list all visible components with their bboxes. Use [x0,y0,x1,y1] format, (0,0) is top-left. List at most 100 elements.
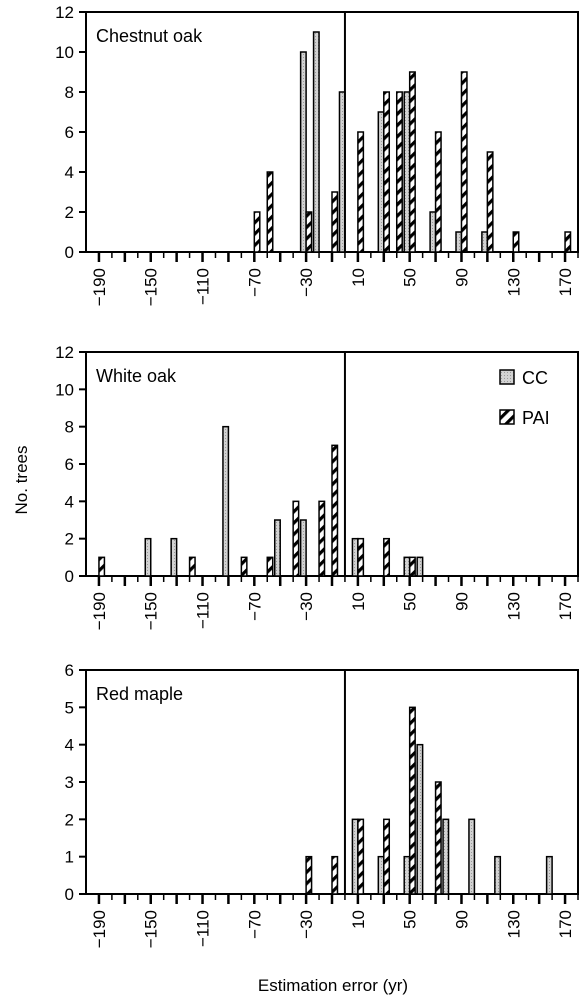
x-tick-label: −150 [142,592,161,630]
cc-bar [144,537,152,577]
pai-bar [383,537,391,577]
x-tick-label: −190 [90,268,109,306]
cc-bar [403,556,411,577]
pai-bar [98,556,106,577]
legend-swatch-pai [499,409,515,425]
cc-bar [299,51,307,253]
x-tick-label: 130 [504,910,523,938]
cc-bar [455,231,463,253]
x-tick-label: −30 [297,592,316,621]
pai-bar [408,71,416,253]
pai-bar [383,91,391,253]
pai-bar [357,818,365,895]
pai-bar [460,71,468,253]
x-tick-label: 10 [349,592,368,611]
pai-bar [564,231,572,253]
pai-bar [331,855,339,895]
x-tick-label: 170 [556,592,575,620]
cc-bar [299,519,307,577]
pai-bar [240,556,248,577]
x-tick-label: 170 [556,910,575,938]
y-tick-label: 2 [65,810,74,829]
pai-bar [383,818,391,895]
pai-bar [292,500,300,577]
x-tick-label: 10 [349,910,368,929]
x-tick-label: 90 [452,268,471,287]
y-tick-label: 3 [65,773,74,792]
cc-bar [351,537,359,577]
pai-bar [434,131,442,253]
pai-bar [357,537,365,577]
y-tick-label: 10 [55,380,74,399]
x-tick-label: −110 [194,268,213,305]
cc-bar [377,855,385,895]
x-tick-label: −30 [297,268,316,297]
pai-bar [408,556,416,577]
y-axis-label: No. trees [12,446,31,515]
x-tick-label: −150 [142,268,161,306]
panel-title: Red maple [96,684,183,704]
cc-bar [403,91,411,253]
y-tick-label: 4 [65,492,74,511]
cc-bar [416,743,424,895]
pai-bar [305,855,313,895]
y-tick-label: 2 [65,203,74,222]
panel-1: 0 2 4 6 8 10 12 −190 −150 −110 −70 −30 10 50 90 130 170 W… [55,343,579,630]
cc-bar [377,111,385,253]
x-tick-label: 90 [452,910,471,929]
y-tick-label: 4 [65,736,74,755]
cc-bar [403,855,411,895]
cc-bar [351,818,359,895]
pai-bar [331,444,339,577]
panel-0: 0 2 4 6 8 10 12 −190 −150 −110 −70 −30 10 50 90 130 170 C… [55,3,579,306]
legend-swatch-cc [499,369,515,385]
x-tick-label: −110 [194,592,213,629]
pai-bar [253,211,261,253]
y-tick-label: 10 [55,43,74,62]
panel-2: 0 1 2 3 4 5 6 −190 −150 −110 −70 −30 10 50 90 130 170 Red… [65,661,579,948]
y-tick-label: 4 [65,163,74,182]
x-tick-label: −110 [194,910,213,947]
y-tick-label: 12 [55,3,74,22]
cc-bar [273,519,281,577]
cc-bar [481,231,489,253]
x-tick-label: 50 [401,910,420,929]
x-tick-label: 130 [504,592,523,620]
x-tick-label: −70 [245,910,264,939]
y-tick-label: 0 [65,243,74,262]
x-tick-label: −70 [245,268,264,297]
cc-bar [312,31,320,253]
cc-bar [416,556,424,577]
pai-bar [266,171,274,253]
x-tick-label: −70 [245,592,264,621]
y-tick-label: 6 [65,661,74,680]
pai-bar [408,706,416,895]
x-tick-label: 10 [349,268,368,287]
y-tick-label: 2 [65,530,74,549]
y-tick-label: 1 [65,848,74,867]
pai-bar [512,231,520,253]
cc-bar [429,211,437,253]
y-tick-label: 0 [65,885,74,904]
y-tick-label: 5 [65,698,74,717]
pai-bar [266,556,274,577]
y-tick-label: 8 [65,83,74,102]
x-tick-label: 170 [556,268,575,296]
pai-bar [357,131,365,253]
pai-bar [486,151,494,253]
cc-bar [494,855,502,895]
x-tick-label: 50 [401,592,420,611]
y-tick-label: 6 [65,455,74,474]
x-axis-label: Estimation error (yr) [258,976,408,995]
y-tick-label: 0 [65,567,74,586]
legend-label: CC [522,368,548,388]
pai-bar [188,556,196,577]
x-tick-label: 130 [504,268,523,296]
y-tick-label: 6 [65,123,74,142]
cc-bar [170,537,178,577]
pai-bar [434,781,442,895]
x-tick-label: −30 [297,910,316,939]
x-tick-label: −190 [90,592,109,630]
x-tick-label: 50 [401,268,420,287]
